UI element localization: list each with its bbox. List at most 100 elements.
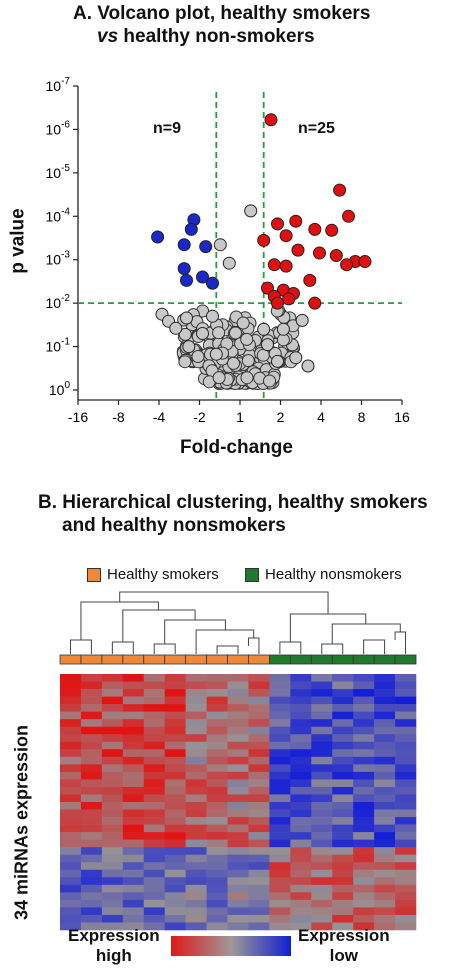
- heatmap-cell: [395, 734, 417, 743]
- heatmap-cell: [122, 726, 145, 735]
- heatmap-cell: [60, 711, 82, 720]
- heatmap-cell: [353, 914, 375, 923]
- heatmap-cell: [311, 674, 333, 682]
- heatmap-cell: [395, 892, 417, 901]
- heatmap-cell: [332, 779, 354, 788]
- heatmap-cell: [185, 704, 207, 712]
- point-ns-cloud: [240, 371, 254, 385]
- point-down: [184, 222, 198, 236]
- heatmap-cell: [248, 734, 270, 743]
- heatmap-cell: [311, 786, 333, 795]
- heatmap-cell: [395, 794, 417, 803]
- heatmap-cell: [290, 704, 312, 712]
- heatmap-cell: [206, 877, 228, 886]
- heatmap-cell: [206, 756, 228, 765]
- heatmap-cell: [60, 847, 82, 856]
- point-ns-cloud: [236, 316, 250, 330]
- heatmap-cell: [60, 899, 82, 908]
- heatmap-cell: [248, 869, 270, 878]
- point-up: [271, 296, 284, 310]
- heatmap-cell: [269, 704, 291, 712]
- heatmap-cell: [227, 794, 249, 803]
- heatmap-cell: [143, 734, 165, 743]
- heatmap-cell: [164, 832, 186, 840]
- panel-a-title: A. Volcano plot, healthy smokers vs heal…: [73, 2, 473, 48]
- point-up: [279, 229, 293, 243]
- heatmap-cell: [395, 922, 417, 931]
- heatmap-cell: [164, 719, 186, 728]
- point-ns: [222, 256, 236, 270]
- point-down: [196, 270, 209, 284]
- heatmap-cell: [80, 802, 103, 810]
- heatmap-cell: [269, 689, 291, 697]
- point-up: [257, 233, 271, 247]
- heatmap-cell: [332, 749, 354, 758]
- heatmap-cell: [332, 899, 354, 908]
- heatmap-cell: [185, 877, 207, 886]
- group-cell: [122, 654, 145, 665]
- heatmap-cell: [164, 704, 186, 712]
- heatmap-cell: [122, 824, 145, 833]
- heatmap-cell: [248, 809, 270, 818]
- heatmap-cell: [60, 922, 82, 931]
- heatmap-cell: [80, 899, 103, 908]
- heatmap-cell: [311, 794, 333, 803]
- scale-left-label: Expression high: [68, 926, 160, 966]
- heatmap-cell: [248, 877, 270, 886]
- x-axis-label: Fold-change: [180, 437, 293, 458]
- scale-left-line1: Expression: [68, 926, 160, 945]
- heatmap-cell: [311, 711, 333, 720]
- heatmap-cell: [290, 839, 312, 848]
- heatmap-cell: [122, 794, 145, 803]
- heatmap-cell: [122, 734, 145, 743]
- heatmap-cell: [206, 786, 228, 795]
- heatmap-cell: [290, 764, 312, 773]
- heatmap-cell: [143, 786, 165, 795]
- heatmap-cell: [395, 809, 417, 818]
- heatmap-cell: [80, 779, 103, 788]
- heatmap-cell: [143, 862, 165, 871]
- heatmap-cell: [248, 704, 270, 712]
- group-cell: [248, 654, 270, 665]
- dendrogram-branch: [122, 609, 196, 642]
- heatmap-cell: [248, 907, 270, 916]
- heatmap-cell: [395, 771, 417, 780]
- y-tick-label: 10-5: [46, 163, 71, 181]
- heatmap-cell: [206, 914, 228, 923]
- heatmap-cell: [101, 756, 124, 765]
- dendrogram-branch: [119, 591, 329, 614]
- heatmap-cell: [206, 892, 228, 901]
- heatmap-cell: [248, 832, 270, 840]
- dendrogram-branch: [331, 623, 401, 644]
- heatmap-cell: [311, 914, 333, 923]
- heatmap-cell: [206, 674, 228, 682]
- scale-left-line2: high: [95, 946, 132, 965]
- heatmap-cell: [269, 794, 291, 803]
- heatmap-cell: [60, 704, 82, 712]
- heatmap-cell: [164, 877, 186, 886]
- heatmap-cell: [164, 779, 186, 788]
- point-ns-cloud: [227, 356, 240, 370]
- panel-b-title: B. Hierarchical clustering, healthy smok…: [38, 491, 474, 537]
- heatmap-cell: [269, 832, 291, 840]
- heatmap-cell: [185, 824, 207, 833]
- heatmap-cell: [353, 794, 375, 803]
- heatmap-cell: [185, 847, 207, 856]
- heatmap-cell: [395, 914, 417, 923]
- heatmap-cell: [353, 839, 375, 848]
- heatmap-cell: [101, 817, 124, 825]
- heatmap-cell: [290, 907, 312, 916]
- heatmap-cell: [248, 726, 270, 735]
- heatmap-cell: [374, 674, 396, 682]
- point-ns-cloud: [241, 354, 255, 368]
- heatmap-cell: [353, 674, 375, 682]
- heatmap-cell: [122, 847, 145, 856]
- heatmap-cell: [395, 802, 417, 810]
- heatmap-cell: [332, 877, 354, 886]
- heatmap-cell: [122, 711, 145, 720]
- heatmap-cell: [185, 839, 207, 848]
- heatmap-cell: [80, 719, 103, 728]
- heatmap-cell: [395, 749, 417, 758]
- heatmap-cell: [269, 741, 291, 750]
- dendrogram-branch: [80, 601, 159, 640]
